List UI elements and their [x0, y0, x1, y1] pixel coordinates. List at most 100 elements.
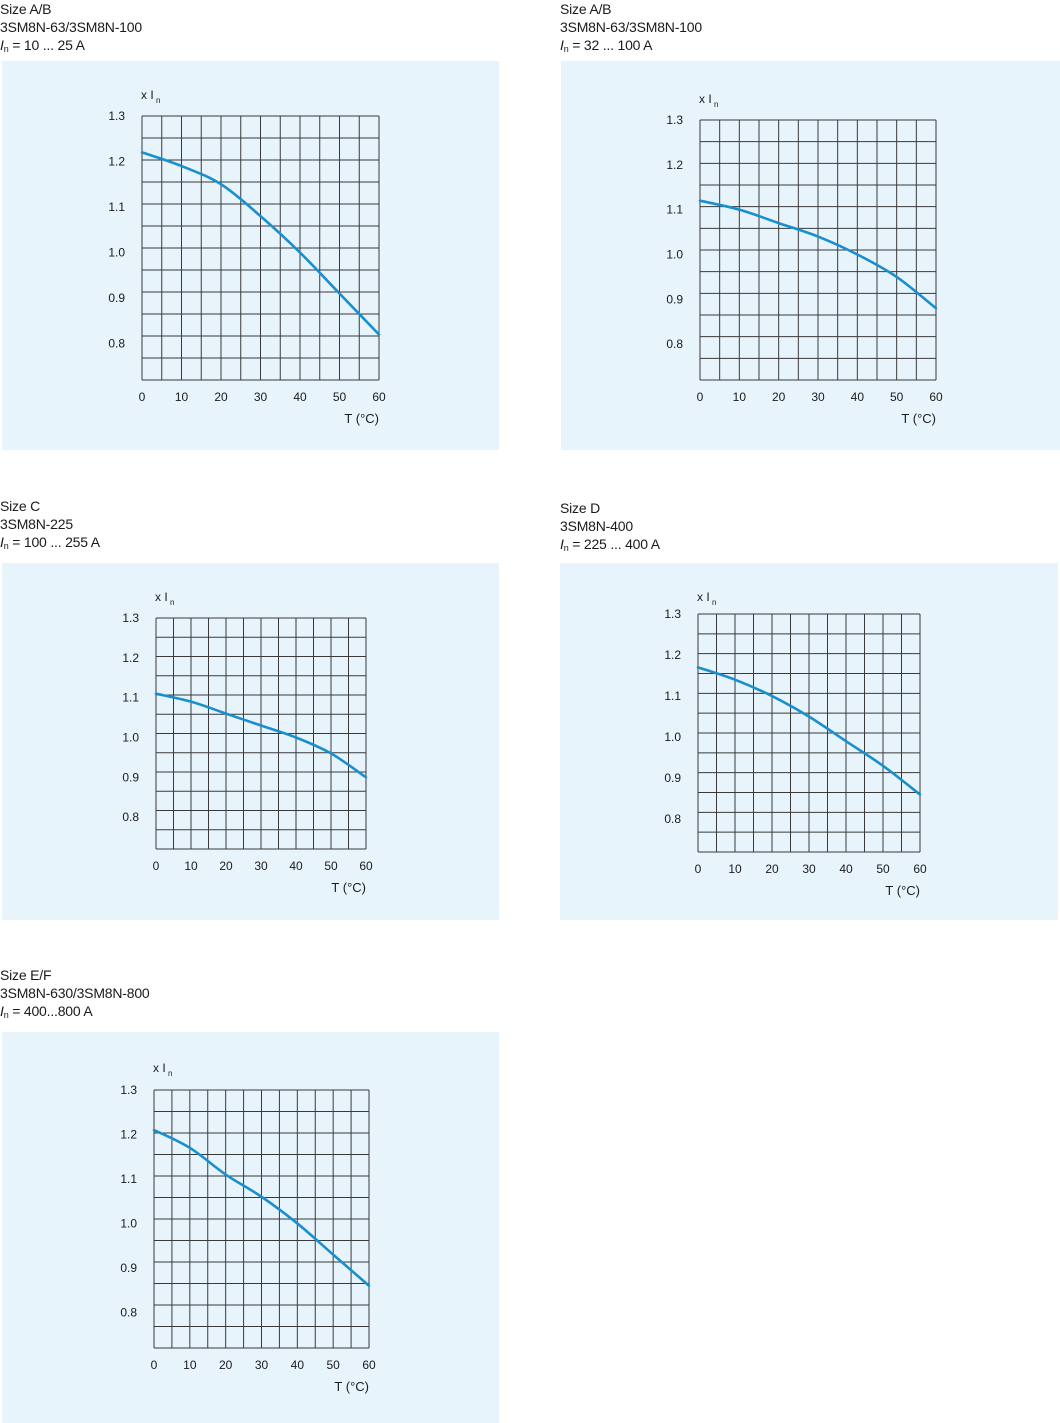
y-axis-label-subscript: n	[156, 96, 160, 105]
y-tick-label: 1.3	[120, 1083, 137, 1097]
x-tick-label: 0	[153, 859, 160, 873]
chart-panel: 1.3 1.2 1.1 1.0 0.9 0.8 0 10 20 30 40 50 60 T (°C) x I…	[2, 61, 499, 450]
x-tick-label: 50	[333, 390, 347, 404]
x-tick-label: 60	[359, 859, 373, 873]
caption-model: 3SM8N-225	[0, 516, 73, 532]
x-tick-label: 10	[184, 859, 198, 873]
current-range-value: = 225 ... 400 A	[568, 536, 660, 552]
x-axis-label: T (°C)	[344, 411, 379, 426]
y-tick-label: 0.8	[108, 337, 125, 351]
caption-current-range: In = 10 ... 25 A	[0, 36, 142, 58]
x-tick-label: 60	[929, 390, 943, 404]
y-tick-label: 1.2	[664, 648, 681, 662]
caption-current-range: In = 400...800 A	[0, 1002, 150, 1024]
derating-curve	[698, 199, 938, 310]
grid	[153, 1089, 370, 1349]
x-tick-label: 20	[772, 390, 786, 404]
x-tick-label: 50	[876, 862, 890, 876]
derating-chart: 1.3 1.2 1.1 1.0 0.9 0.8 0 10 20 30 40 50 60 T (°C) x I…	[664, 590, 927, 898]
y-tick-label: 1.1	[664, 689, 681, 703]
x-axis-label: T (°C)	[334, 1379, 369, 1394]
x-tick-label: 40	[839, 862, 853, 876]
x-tick-label: 10	[175, 390, 189, 404]
y-tick-label: 1.0	[664, 730, 681, 744]
current-symbol: I	[0, 1003, 4, 1019]
chart-panel: 1.3 1.2 1.1 1.0 0.9 0.8 0 10 20 30 40 50 60 T (°C) x I…	[560, 563, 1058, 920]
x-tick-label: 50	[324, 859, 338, 873]
current-subscript: n	[3, 541, 9, 551]
x-axis-label: T (°C)	[901, 411, 936, 426]
y-tick-label: 1.0	[122, 730, 139, 744]
current-subscript: n	[563, 543, 569, 553]
x-tick-label: 30	[255, 1358, 269, 1372]
x-tick-label: 0	[151, 1358, 158, 1372]
chart-panel: 1.3 1.2 1.1 1.0 0.9 0.8 0 10 20 30 40 50 60 T (°C) x I…	[2, 563, 499, 920]
y-tick-label: 1.1	[120, 1172, 137, 1186]
caption-size: Size A/B	[0, 1, 52, 17]
chart-panel: 1.3 1.2 1.1 1.0 0.9 0.8 0 10 20 30 40 50 60 T (°C) x I…	[561, 61, 1060, 450]
y-axis-label: x I	[155, 590, 168, 604]
y-tick-label: 1.3	[122, 611, 139, 625]
current-subscript: n	[3, 44, 9, 54]
caption-model: 3SM8N-400	[560, 518, 633, 534]
current-symbol: I	[0, 37, 4, 53]
chart-caption: Size E/F 3SM8N-630/3SM8N-800 In = 400...80…	[0, 966, 150, 1024]
x-tick-label: 0	[695, 862, 702, 876]
y-tick-label: 0.9	[122, 770, 139, 784]
y-tick-label: 1.0	[120, 1216, 137, 1230]
y-axis-label: x I	[697, 590, 710, 604]
y-axis-label: x I	[141, 88, 154, 102]
current-range-value: = 400...800 A	[8, 1003, 93, 1019]
caption-size: Size E/F	[0, 967, 52, 983]
x-tick-label: 20	[765, 862, 779, 876]
x-tick-label: 30	[802, 862, 816, 876]
current-subscript: n	[3, 1010, 9, 1020]
derating-chart: 1.3 1.2 1.1 1.0 0.9 0.8 0 10 20 30 40 50 60 T (°C) x I…	[108, 88, 386, 426]
x-tick-label: 30	[254, 859, 268, 873]
y-tick-label: 1.3	[108, 109, 125, 123]
y-tick-label: 1.1	[666, 203, 683, 217]
y-tick-label: 1.2	[120, 1127, 137, 1141]
y-axis-label-subscript: n	[168, 1069, 172, 1078]
grid	[697, 613, 921, 853]
caption-model: 3SM8N-63/3SM8N-100	[0, 19, 142, 35]
x-tick-label: 10	[728, 862, 742, 876]
x-tick-label: 40	[291, 1358, 305, 1372]
y-tick-label: 0.8	[120, 1305, 137, 1319]
current-range-value: = 32 ... 100 A	[568, 37, 653, 53]
y-tick-label: 0.8	[666, 337, 683, 351]
y-axis-label-subscript: n	[170, 598, 174, 607]
chart-caption: Size A/B 3SM8N-63/3SM8N-100 In = 10 ... 25…	[0, 0, 142, 58]
y-tick-label: 0.9	[666, 292, 683, 306]
x-tick-label: 40	[851, 390, 865, 404]
chart-panel: 1.3 1.2 1.1 1.0 0.9 0.8 0 10 20 30 40 50 60 T (°C) x I…	[2, 1032, 499, 1423]
grid	[155, 617, 367, 850]
x-tick-label: 30	[254, 390, 268, 404]
x-axis-label: T (°C)	[885, 883, 920, 898]
caption-current-range: In = 100 ... 255 A	[0, 533, 100, 555]
x-tick-label: 10	[733, 390, 747, 404]
derating-curve	[696, 666, 922, 796]
chart-caption: Size C 3SM8N-225 In = 100 ... 255 A	[0, 497, 100, 555]
derating-chart: 1.3 1.2 1.1 1.0 0.9 0.8 0 10 20 30 40 50 60 T (°C) x I…	[122, 590, 373, 895]
x-tick-label: 50	[890, 390, 904, 404]
y-axis-label-subscript: n	[712, 598, 716, 607]
current-range-value: = 10 ... 25 A	[8, 37, 85, 53]
derating-curve	[140, 151, 381, 336]
grid	[699, 119, 937, 381]
y-tick-label: 1.1	[108, 200, 125, 214]
y-tick-label: 0.8	[122, 810, 139, 824]
current-symbol: I	[560, 37, 564, 53]
x-axis-label: T (°C)	[331, 880, 366, 895]
y-tick-label: 1.2	[666, 158, 683, 172]
x-tick-label: 20	[219, 859, 233, 873]
x-tick-label: 30	[811, 390, 825, 404]
x-tick-label: 20	[214, 390, 228, 404]
x-tick-label: 20	[219, 1358, 233, 1372]
y-tick-label: 1.0	[666, 247, 683, 261]
y-tick-label: 1.3	[666, 113, 683, 127]
derating-curve	[154, 692, 368, 779]
y-axis-label: x I	[153, 1061, 166, 1075]
y-axis-label-subscript: n	[714, 100, 718, 109]
y-tick-label: 1.1	[122, 691, 139, 705]
